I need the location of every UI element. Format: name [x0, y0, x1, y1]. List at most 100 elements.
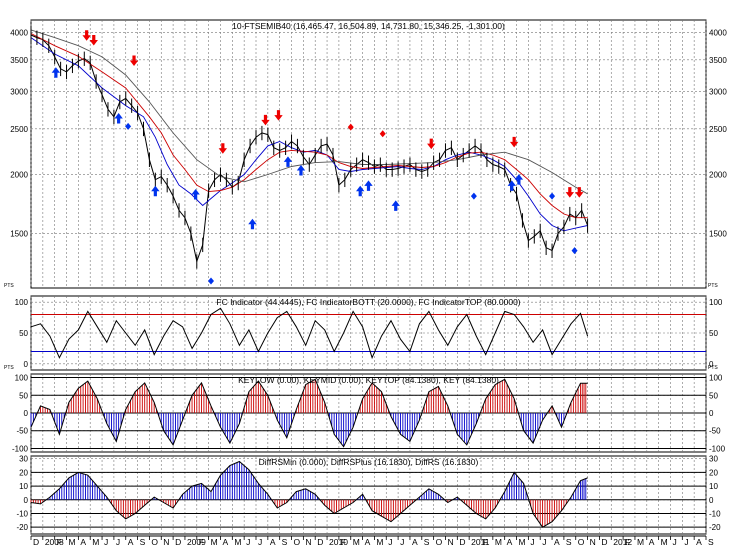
- x-tick-label: M: [519, 537, 526, 547]
- y-tick-label-left: -20: [16, 523, 28, 532]
- sell-arrow-icon: [261, 114, 270, 126]
- unit-label-left: PTS: [4, 283, 14, 289]
- y-tick-label-right: 2500: [709, 125, 727, 134]
- x-tick-label: F: [341, 537, 346, 547]
- x-tick-label: M: [211, 537, 218, 547]
- y-tick-label-right: -20: [709, 523, 721, 532]
- x-tick-label: D: [459, 537, 465, 547]
- sell-arrow-icon: [509, 136, 519, 148]
- y-tick-label-right: 100: [709, 298, 723, 307]
- sell-arrow-icon: [89, 35, 98, 46]
- x-tick-label: J: [672, 537, 676, 547]
- x-tick-label: D: [33, 537, 39, 547]
- x-tick-label: F: [625, 537, 630, 547]
- y-tick-label-right: -50: [709, 427, 721, 436]
- buy-arrow-icon: [151, 185, 160, 197]
- x-tick-label: J: [246, 537, 250, 547]
- buy-arrow-icon: [391, 200, 400, 211]
- series-line-ma-slow: [30, 29, 588, 195]
- x-tick-label: 2010: [329, 537, 348, 547]
- x-tick-label: M: [661, 537, 668, 547]
- blue-diamond-icon: [470, 192, 477, 200]
- x-tick-label: A: [365, 537, 371, 547]
- x-tick-label: 2009: [187, 537, 206, 547]
- pane-frame: [30, 19, 707, 289]
- y-tick-label-left: 3000: [10, 87, 28, 96]
- buy-arrow-icon: [114, 113, 123, 124]
- buy-arrow-icon: [248, 218, 257, 230]
- pane-2: 0 0 50 50 100 100 PTS PTS FC Indicator (44.4445)…: [4, 295, 723, 371]
- y-tick-label-left: 30: [19, 455, 28, 464]
- x-tick-label: A: [554, 537, 560, 547]
- y-tick-label-left: -50: [16, 427, 28, 436]
- x-tick-label: F: [483, 537, 488, 547]
- x-tick-label: A: [507, 537, 513, 547]
- y-tick-label-right: 4000: [709, 28, 727, 37]
- y-tick-label-left: 4000: [10, 28, 28, 37]
- x-tick-label: J: [400, 537, 404, 547]
- x-tick-label: S: [424, 537, 430, 547]
- y-tick-label-left: 20: [19, 468, 28, 477]
- buy-arrow-icon: [514, 174, 524, 185]
- x-tick-label: A: [80, 537, 86, 547]
- pane-title: DiffRSMin (0.000), DiffRSPlus (16.1830),…: [259, 457, 479, 467]
- y-tick-label-right: 1500: [709, 230, 727, 239]
- y-tick-label-right: 3500: [709, 56, 727, 65]
- series-line-KEY: [30, 378, 588, 448]
- x-tick-label: S: [708, 537, 714, 547]
- buy-arrow-icon: [364, 180, 373, 191]
- x-tick-label: F: [57, 537, 62, 547]
- unit-label-right: PTS: [708, 283, 718, 289]
- x-tick-label: S: [140, 537, 146, 547]
- y-tick-label-right: 20: [709, 468, 718, 477]
- red-diamond-icon: [347, 123, 354, 131]
- y-tick-label-right: 0: [709, 496, 714, 505]
- pane-title: KEYLOW (0.00), KEYMID (0.00), KEYTOP (84…: [238, 375, 499, 385]
- y-tick-label-left: 0: [24, 409, 29, 418]
- pane-4: -20 -20 -10 -10 0 0 10 10 20 20 30 30 DiffRSMin (0.0…: [16, 455, 721, 535]
- y-tick-label-left: 3500: [10, 56, 28, 65]
- unit-label-left: PTS: [4, 365, 14, 371]
- y-tick-label-right: 30: [709, 455, 718, 464]
- y-tick-label-left: 50: [19, 391, 28, 400]
- sell-arrow-icon: [575, 187, 584, 198]
- x-tick-label: A: [649, 537, 655, 547]
- sell-arrow-icon: [129, 55, 139, 67]
- y-tick-label-right: 100: [709, 374, 723, 383]
- y-tick-label-right: -100: [709, 444, 726, 453]
- x-tick-label: S: [566, 537, 572, 547]
- x-tick-label: N: [305, 537, 311, 547]
- x-tick-label: M: [92, 537, 99, 547]
- buy-arrow-icon: [296, 165, 306, 176]
- y-tick-label-left: -100: [12, 444, 29, 453]
- x-tick-label: A: [696, 537, 702, 547]
- x-tick-label: J: [388, 537, 392, 547]
- x-tick-label: J: [530, 537, 534, 547]
- x-tick-label: D: [175, 537, 181, 547]
- x-tick-label: D: [601, 537, 607, 547]
- x-tick-label: O: [294, 537, 301, 547]
- blue-diamond-icon: [125, 122, 132, 130]
- y-tick-label-left: 0: [24, 360, 29, 369]
- pane-frame: [30, 455, 707, 535]
- y-tick-label-right: 10: [709, 482, 718, 491]
- x-tick-label: M: [234, 537, 241, 547]
- x-tick-label: N: [163, 537, 169, 547]
- buy-arrow-icon: [51, 67, 61, 78]
- y-tick-label-left: -10: [16, 509, 28, 518]
- pane-3: -100 -100 -50 -50 0 0 50 50 100 100 KEYLOW (0.00),…: [12, 373, 726, 453]
- y-tick-label-left: 50: [19, 329, 28, 338]
- x-tick-label: O: [578, 537, 585, 547]
- sell-arrow-icon: [565, 187, 575, 198]
- x-tick-label: A: [412, 537, 418, 547]
- x-tick-label: J: [104, 537, 108, 547]
- y-tick-label-left: 100: [15, 374, 29, 383]
- y-tick-label-right: 0: [709, 360, 714, 369]
- sell-arrow-icon: [427, 138, 436, 150]
- x-tick-label: M: [353, 537, 360, 547]
- x-tick-label: 2011: [471, 537, 490, 547]
- red-diamond-icon: [379, 130, 386, 138]
- y-tick-label-right: -10: [709, 509, 721, 518]
